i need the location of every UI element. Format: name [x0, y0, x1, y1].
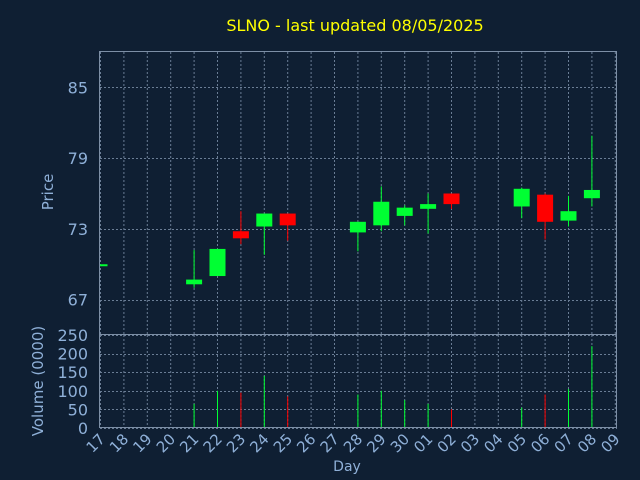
x-tick-label: 26 [293, 430, 319, 456]
x-tick-label: 24 [246, 430, 272, 456]
x-tick-label: 25 [270, 430, 296, 456]
candle-body [537, 194, 554, 222]
x-axis-label: Day [333, 459, 361, 475]
x-tick-label: 04 [480, 430, 506, 456]
x-tick-label: 07 [551, 430, 577, 456]
price-tick-label: 79 [68, 149, 88, 168]
candle-body [209, 248, 226, 277]
candle-body [583, 189, 600, 199]
x-tick-label: 29 [363, 430, 389, 456]
volume-bars-layer [193, 346, 593, 428]
x-tick-label: 03 [457, 430, 483, 456]
x-tick-label: 18 [106, 430, 132, 456]
candle-body [420, 204, 437, 209]
volume-tick-label: 200 [57, 345, 88, 364]
candle-body [232, 231, 249, 239]
volume-axis-label: Volume (0000) [29, 326, 47, 436]
candles-layer [99, 135, 600, 288]
candle-body [99, 264, 108, 267]
volume-tick-label: 150 [57, 363, 88, 382]
x-tick-labels: 1718192021222324252627282930010203040506… [83, 430, 624, 456]
x-tick-label: 08 [574, 430, 600, 456]
price-tick-label: 67 [68, 291, 88, 310]
x-tick-label: 21 [176, 430, 202, 456]
price-tick-label: 73 [68, 220, 88, 239]
candle-body [256, 213, 273, 227]
candle-body [396, 207, 413, 216]
volume-tick-label: 100 [57, 382, 88, 401]
candle-body [279, 213, 296, 226]
volume-tick-label: 0 [78, 419, 88, 438]
x-tick-label: 09 [597, 430, 623, 456]
x-tick-label: 27 [317, 430, 343, 456]
volume-tick-label: 250 [57, 326, 88, 345]
volume-tick-label: 50 [68, 400, 88, 419]
candle-body [349, 221, 366, 233]
candle-body [560, 211, 577, 221]
candle-body [443, 193, 460, 205]
x-tick-label: 06 [527, 430, 553, 456]
x-tick-label: 05 [504, 430, 530, 456]
price-tick-label: 85 [68, 78, 88, 97]
volume-panel-frame [99, 334, 617, 428]
price-tick-labels: 67 73 79 85 [68, 78, 88, 309]
candle-body [186, 279, 203, 285]
chart-title: SLNO - last updated 08/05/2025 [226, 16, 483, 35]
x-tick-label: 23 [223, 430, 249, 456]
candle-body [513, 188, 530, 207]
x-tick-label: 28 [340, 430, 366, 456]
price-grid [100, 52, 617, 335]
x-tick-label: 19 [129, 430, 155, 456]
candle-body [373, 201, 390, 226]
price-axis-label: Price [39, 174, 57, 211]
x-tick-label: 02 [434, 430, 460, 456]
x-tick-label: 20 [153, 430, 179, 456]
volume-grid [100, 335, 617, 429]
x-tick-label: 01 [410, 430, 436, 456]
x-tick-label: 30 [387, 430, 413, 456]
x-tick-label: 22 [200, 430, 226, 456]
